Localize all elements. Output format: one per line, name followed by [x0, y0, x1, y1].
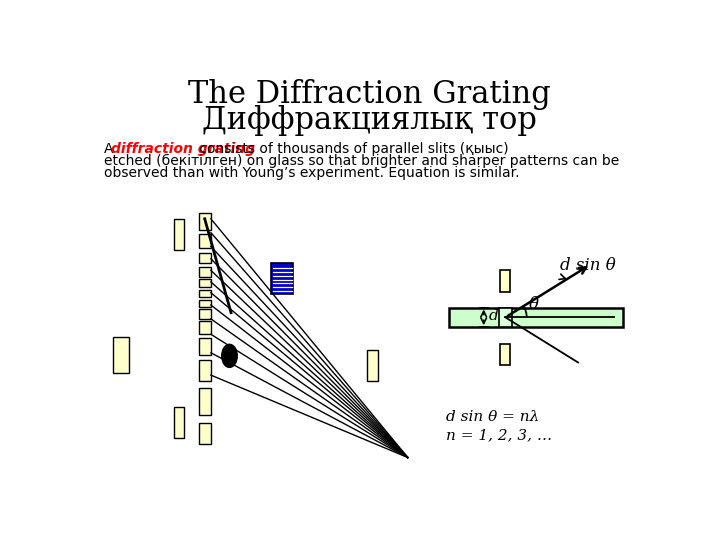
- Bar: [113, 338, 129, 373]
- Bar: [199, 388, 211, 415]
- Bar: [199, 309, 211, 319]
- Bar: [199, 279, 211, 287]
- Bar: [271, 264, 293, 294]
- Bar: [174, 219, 184, 249]
- Bar: [199, 289, 211, 298]
- Ellipse shape: [222, 345, 238, 367]
- Bar: [500, 271, 510, 292]
- Bar: [199, 253, 211, 264]
- Text: etched (бекітілген) on glass so that brighter and sharper patterns can be: etched (бекітілген) on glass so that bri…: [104, 154, 619, 168]
- Bar: [367, 350, 378, 381]
- Text: The Diffraction Grating: The Diffraction Grating: [188, 79, 550, 110]
- Bar: [500, 343, 510, 365]
- Bar: [199, 234, 211, 248]
- Text: d sin θ: d sin θ: [560, 258, 616, 274]
- Bar: [199, 321, 211, 334]
- Bar: [174, 408, 184, 438]
- Bar: [199, 267, 211, 276]
- Text: Диффракциялық тор: Диффракциялық тор: [202, 105, 536, 136]
- Bar: [199, 423, 211, 444]
- Text: consists of thousands of parallel slits (қыыс): consists of thousands of parallel slits …: [195, 142, 509, 156]
- Bar: [199, 360, 211, 381]
- Text: n = 1, 2, 3, …: n = 1, 2, 3, …: [446, 428, 553, 442]
- Bar: [199, 338, 211, 355]
- Text: θ: θ: [528, 296, 539, 313]
- Text: diffraction grating: diffraction grating: [111, 142, 255, 156]
- Text: observed than with Young’s experiment. Equation is similar.: observed than with Young’s experiment. E…: [104, 166, 519, 180]
- Text: d sin θ = nλ: d sin θ = nλ: [446, 410, 540, 424]
- Text: A: A: [104, 142, 118, 156]
- Bar: [499, 308, 512, 327]
- Bar: [199, 300, 211, 307]
- Bar: [199, 213, 211, 230]
- Bar: [449, 308, 624, 327]
- Text: d: d: [488, 309, 498, 323]
